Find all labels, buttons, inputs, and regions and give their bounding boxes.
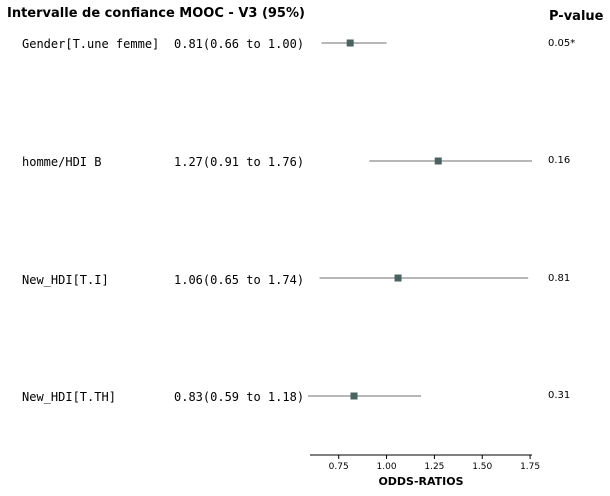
- row-label: New_HDI[T.TH]: [22, 390, 116, 404]
- pvalue-header: P-value: [549, 9, 604, 24]
- row-pvalue: 0.16: [548, 155, 571, 166]
- estimate-marker: [350, 392, 358, 400]
- row-pvalue: 0.31: [548, 390, 571, 401]
- row-ci-text: 0.81(0.66 to 1.00): [174, 37, 305, 51]
- x-tick-label: 1.50: [472, 462, 492, 472]
- estimate-marker: [434, 157, 442, 165]
- row-label: homme/HDI B: [22, 155, 102, 169]
- x-axis-label: ODDS-RATIOS: [378, 475, 464, 488]
- chart-title: Intervalle de confiance MOOC - V3 (95%): [7, 6, 305, 21]
- x-tick-label: 1.00: [377, 462, 397, 472]
- row-label: New_HDI[T.I]: [22, 273, 109, 287]
- row-ci-text: 1.06(0.65 to 1.74): [174, 273, 305, 287]
- row-pvalue: 0.81: [548, 273, 571, 284]
- x-tick-label: 1.25: [424, 462, 444, 472]
- estimate-marker: [394, 274, 402, 282]
- x-tick-label: 1.75: [520, 462, 540, 472]
- row-label: Gender[T.une femme]: [22, 37, 160, 51]
- estimate-marker: [346, 39, 354, 47]
- row-ci-text: 1.27(0.91 to 1.76): [174, 155, 305, 169]
- row-ci-text: 0.83(0.59 to 1.18): [174, 390, 305, 404]
- x-tick-label: 0.75: [329, 462, 349, 472]
- row-pvalue: 0.05*: [548, 38, 576, 49]
